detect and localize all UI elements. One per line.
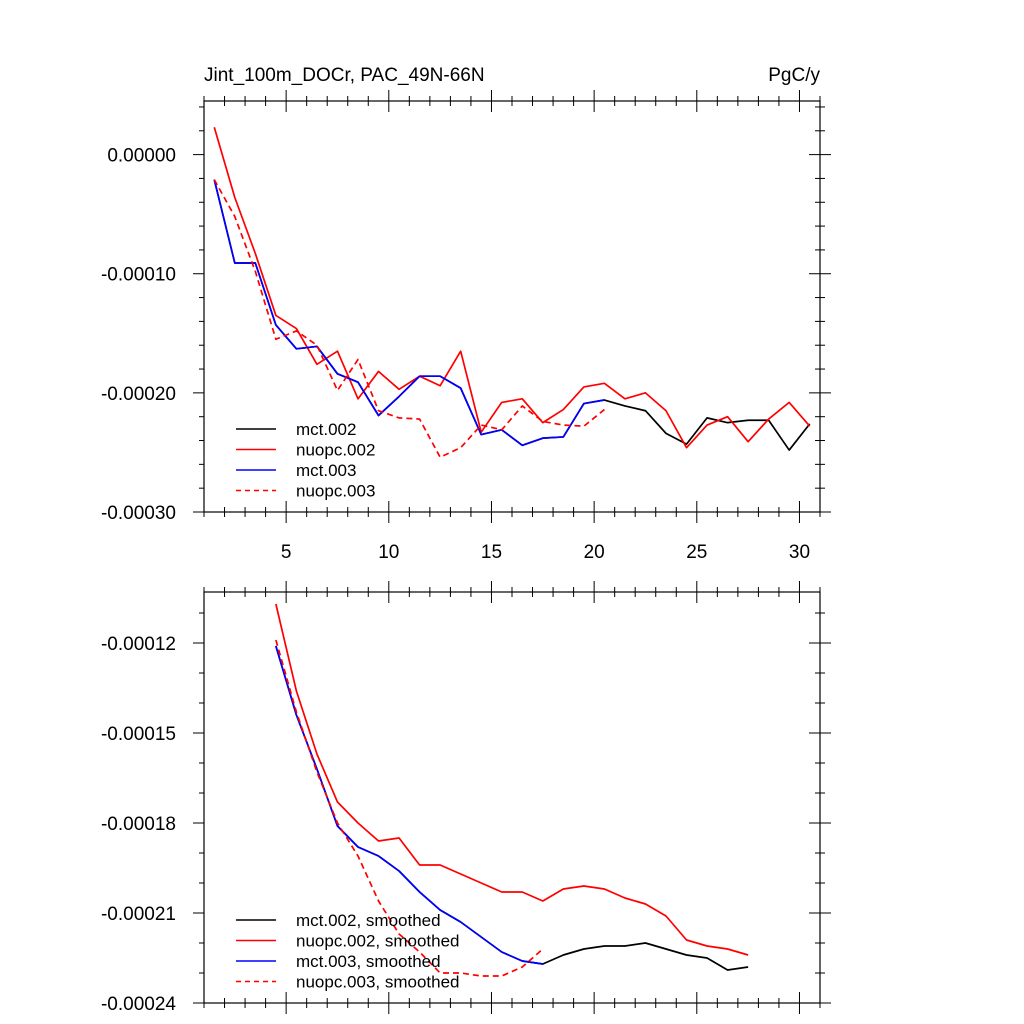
y-tick-label: -0.00012	[101, 634, 176, 655]
series-line-nuopc-002-smoothed	[275, 603, 749, 956]
y-tick-label: -0.00018	[101, 814, 176, 835]
series-lines	[213, 126, 811, 459]
top-panel-units: PgC/y	[768, 65, 820, 86]
legend-label: nuopc.002	[296, 441, 375, 460]
y-tick-label: -0.00015	[101, 724, 176, 745]
legend-label: mct.002	[296, 420, 356, 439]
x-tick-label: 25	[686, 542, 707, 563]
bottom-panel: -0.00024 -0.00021 -0.00018 -0.00015 -0.00012…	[101, 581, 831, 1015]
top-panel-title: Jint_100m_DOCr, PAC_49N-66N	[204, 65, 485, 86]
series-line-nuopc-003-smoothed	[275, 639, 544, 977]
y-tick-label: -0.00010	[101, 265, 176, 286]
y-tick-label: 0.00000	[107, 146, 176, 167]
top-panel: Jint_100m_DOCr, PAC_49N-66N PgC/y -0.000…	[101, 65, 831, 563]
x-tick-label: 5	[281, 542, 292, 563]
y-tick-label: -0.00021	[101, 904, 176, 925]
series-line-nuopc-003	[213, 179, 605, 459]
x-tick-label: 20	[584, 542, 605, 563]
legend-label: nuopc.002, smoothed	[296, 932, 460, 951]
y-tick-label: -0.00024	[101, 994, 176, 1015]
legend-label: mct.002, smoothed	[296, 911, 441, 930]
series-line-nuopc-002	[213, 126, 811, 449]
legend-label: mct.003	[296, 461, 356, 480]
legend-label: nuopc.003, smoothed	[296, 973, 460, 992]
y-tick-label: -0.00030	[101, 503, 176, 524]
x-tick-label: 30	[789, 542, 810, 563]
axis-ticks	[193, 90, 831, 523]
x-tick-label: 10	[378, 542, 399, 563]
y-tick-label: -0.00020	[101, 384, 176, 405]
legend: mct.002, smoothed nuopc.002, smoothedmct.…	[236, 911, 460, 992]
series-line-mct-003	[213, 179, 605, 447]
axis-ticks	[193, 581, 831, 1014]
x-tick-label: 15	[481, 542, 502, 563]
series-lines	[275, 603, 749, 977]
legend-label: mct.003, smoothed	[296, 952, 441, 971]
legend-label: nuopc.003	[296, 482, 375, 501]
